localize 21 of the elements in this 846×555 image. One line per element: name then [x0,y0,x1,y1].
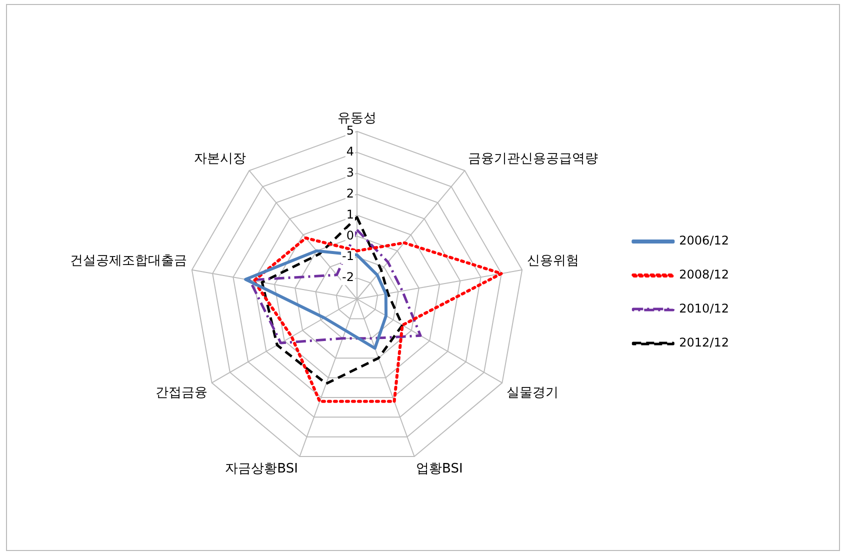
spoke-label: 업황BSI [416,461,463,476]
y-tick-label: 4 [346,144,354,158]
legend-label: 2006/12 [679,234,730,248]
y-tick-label: 0 [346,228,354,242]
spoke-label: 간접금융 [156,385,208,400]
y-tick-label: 3 [346,165,354,180]
y-tick-label: 1 [346,207,354,222]
spoke-label: 금융기관신용공급역량 [468,151,598,166]
spoke-label: 자금상황BSI [225,461,298,476]
legend-label: 2010/12 [679,302,730,316]
y-tick-label: -2 [342,270,354,284]
y-tick-label: -1 [342,249,354,264]
legend-label: 2008/12 [679,268,730,282]
spoke-label: 유동성 [338,110,376,126]
legend-label: 2012/12 [679,336,730,350]
spoke-label: 자본시장 [194,151,246,166]
y-tick-label: 2 [346,186,354,200]
spoke-label: 건설공제조합대출금 [70,254,187,269]
y-tick-label: 5 [346,124,354,138]
spoke-label: 실물경기 [506,385,558,400]
spoke-label: 신용위험 [527,254,579,269]
